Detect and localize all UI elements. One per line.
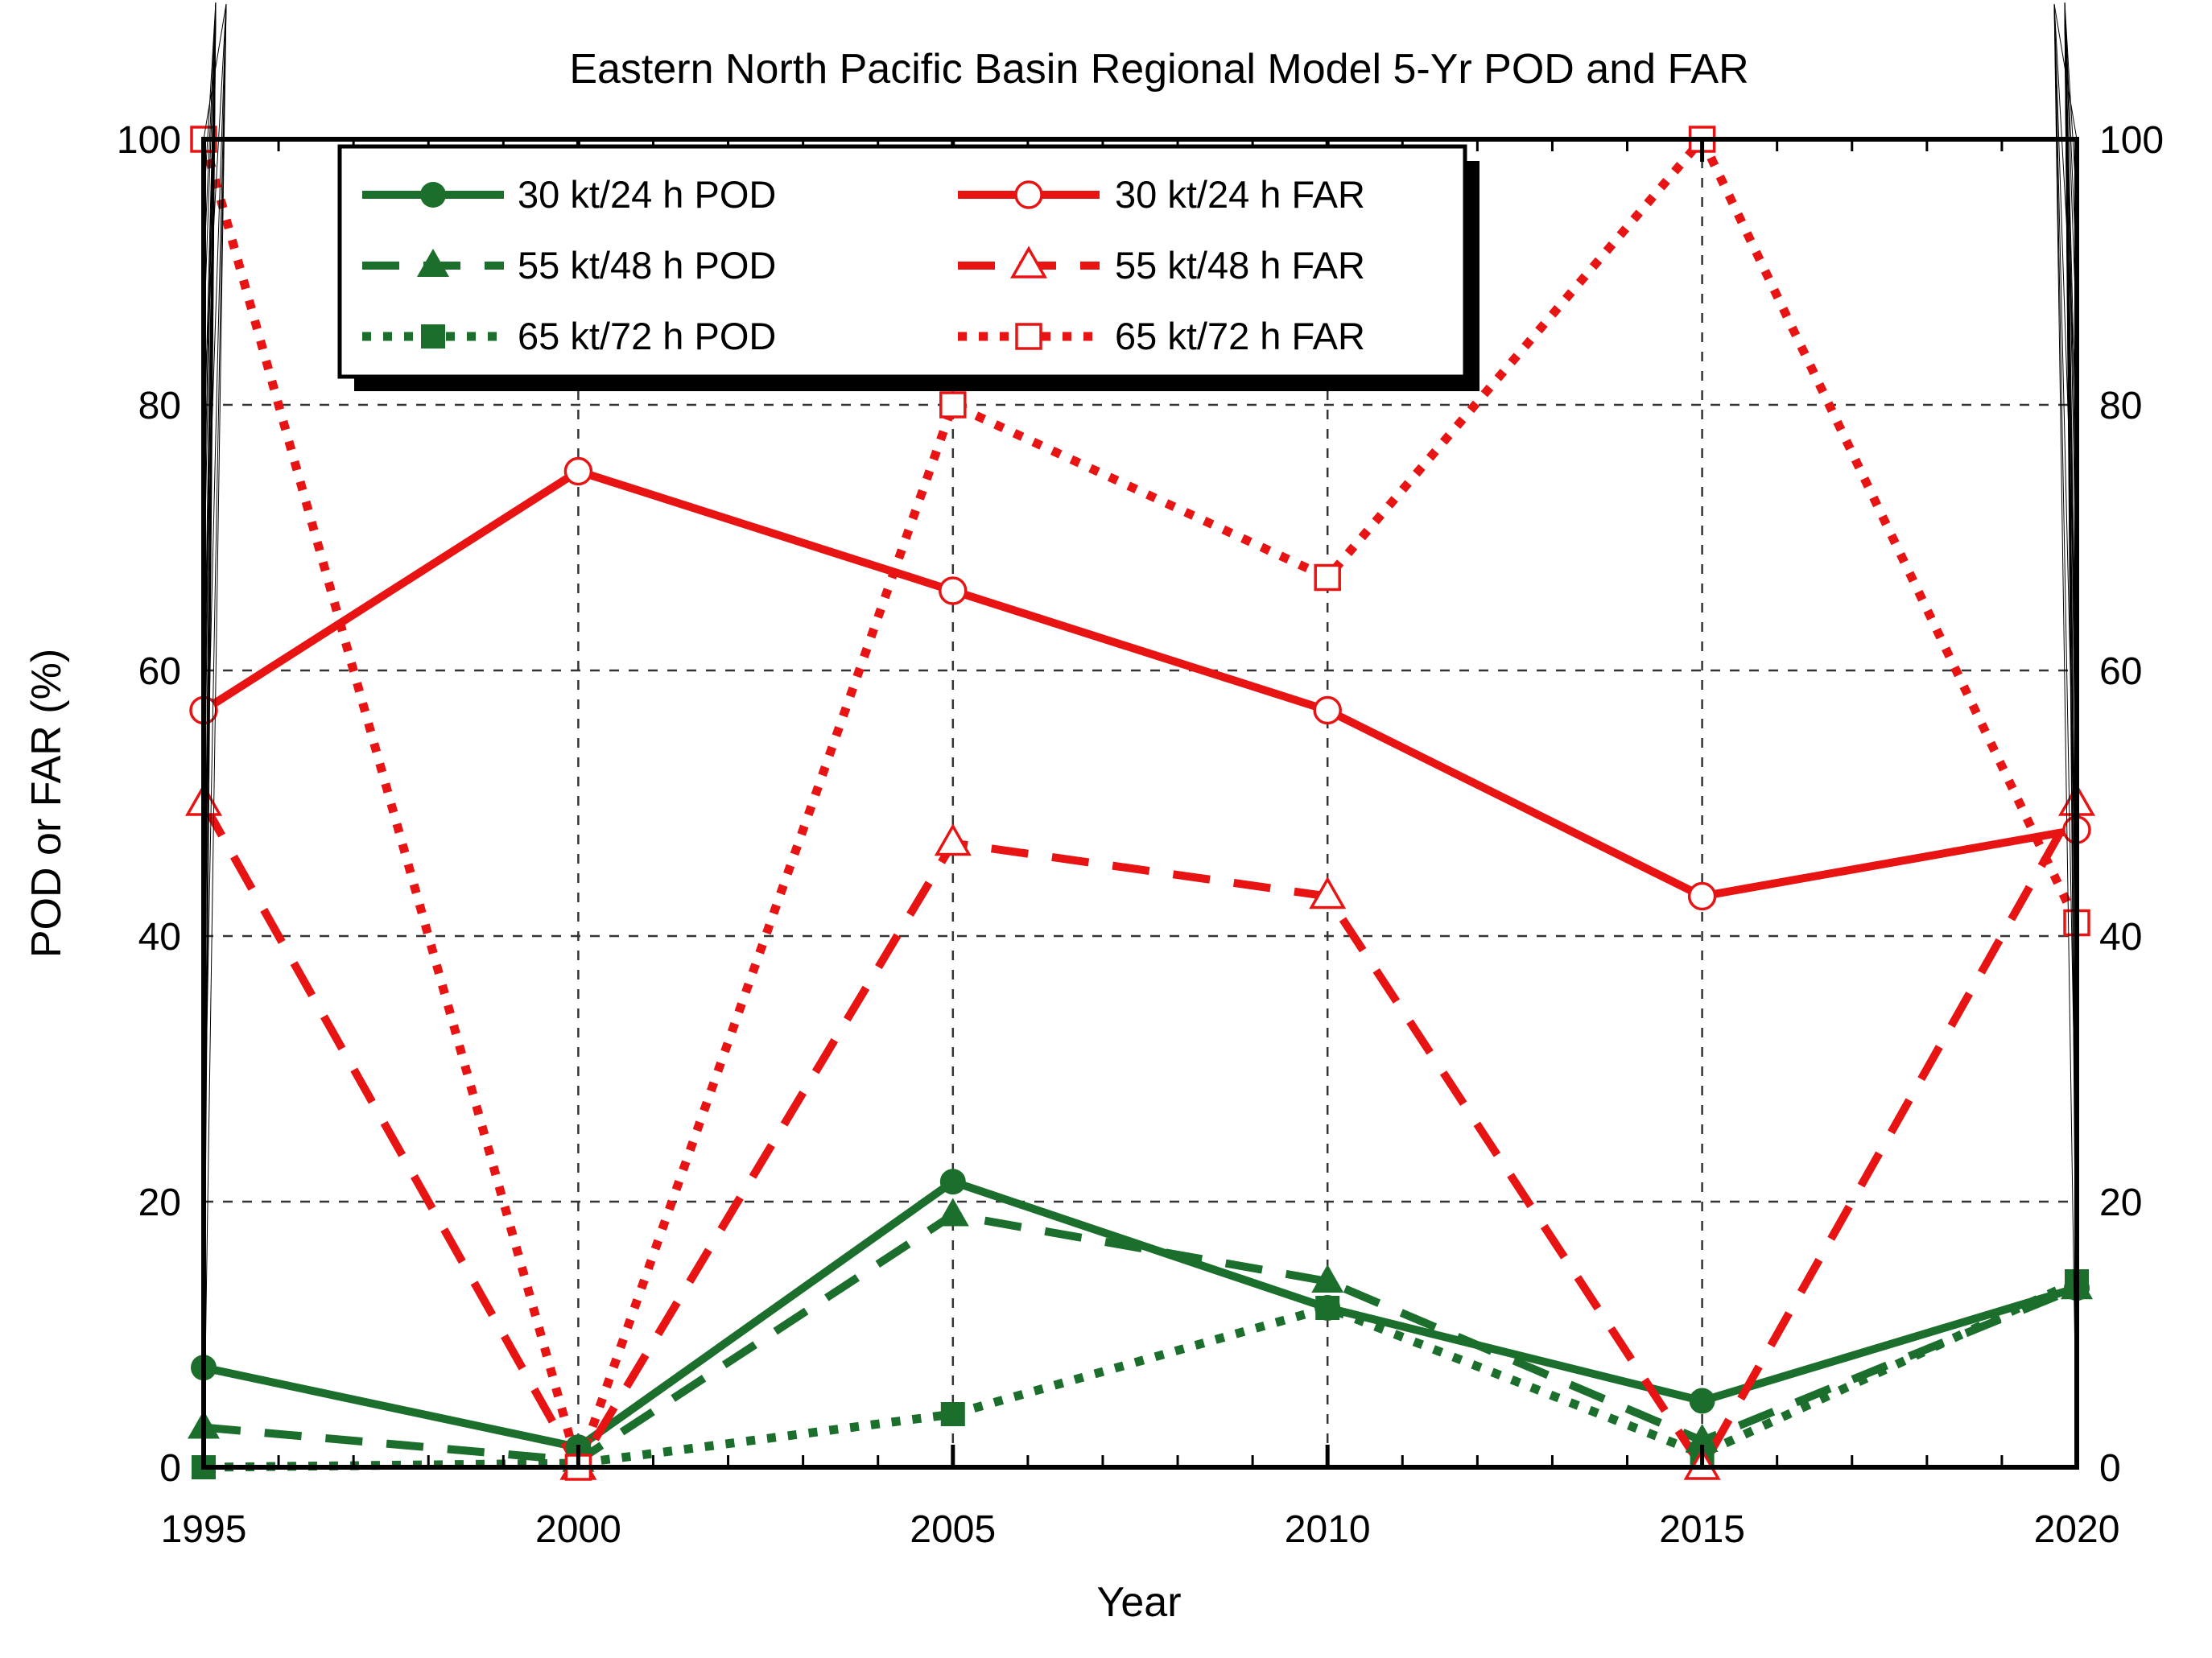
series-line-2 bbox=[203, 1277, 2079, 1472]
series-0-marker-2015 bbox=[1689, 1388, 1715, 1414]
legend-sample-marker-5 bbox=[1015, 323, 1042, 350]
x-tick-label-2005: 2005 bbox=[910, 1508, 996, 1551]
series-line-1 bbox=[203, 1211, 2078, 1465]
legend-label-55kt-far: 55 kt/48 h FAR bbox=[1115, 244, 1365, 287]
gridlines-layer bbox=[204, 139, 2077, 1467]
legend-label-65kt-far: 65 kt/72 h FAR bbox=[1115, 315, 1365, 357]
y-tick-label-right-20: 20 bbox=[2099, 1182, 2142, 1224]
series-5-marker-2005 bbox=[939, 391, 967, 419]
legend-label-65kt-pod: 65 kt/72 h POD bbox=[518, 315, 776, 357]
y-tick-label-left-60: 60 bbox=[138, 650, 181, 693]
chart-title: Eastern North Pacific Basin Regional Mod… bbox=[569, 46, 1748, 93]
x-tick-label-2015: 2015 bbox=[1659, 1508, 1745, 1551]
ticks-layer bbox=[201, 2, 2079, 1468]
legend-box bbox=[337, 144, 1467, 379]
series-4-marker-2010 bbox=[1309, 876, 1347, 909]
y-tick-label-left-40: 40 bbox=[138, 916, 181, 959]
x-tick-label-2000: 2000 bbox=[535, 1508, 621, 1551]
series-line-3 bbox=[201, 467, 2078, 901]
legend-label-30kt-far: 30 kt/24 h FAR bbox=[1115, 173, 1365, 216]
series-3-marker-2000 bbox=[563, 456, 593, 486]
legend-sample-marker-2 bbox=[421, 324, 445, 349]
legend-sample-marker-1 bbox=[417, 249, 449, 277]
series-line-0 bbox=[202, 1177, 2078, 1452]
series-3-marker-2015 bbox=[1687, 881, 1717, 911]
series-5-marker-2010 bbox=[1314, 563, 1341, 592]
legend: 30 kt/24 h POD 55 kt/48 h POD 65 kt/72 h… bbox=[337, 144, 1479, 391]
y-tick-label-right-60: 60 bbox=[2099, 650, 2142, 693]
series-2-marker-2005 bbox=[940, 1402, 965, 1426]
legend-sample-marker-0 bbox=[420, 182, 446, 208]
x-tick-label-1995: 1995 bbox=[161, 1508, 247, 1551]
series-3-marker-2010 bbox=[1313, 695, 1342, 725]
y-tick-label-right-100: 100 bbox=[2099, 119, 2164, 162]
legend-label-30kt-pod: 30 kt/24 h POD bbox=[518, 173, 776, 216]
y-tick-label-right-40: 40 bbox=[2099, 916, 2142, 959]
series-1-marker-2010 bbox=[1311, 1264, 1344, 1293]
legend-label-55kt-pod: 55 kt/48 h POD bbox=[518, 244, 776, 287]
legend-samples-layer bbox=[362, 180, 1100, 350]
series-1-marker-2005 bbox=[936, 1198, 969, 1227]
y-axis-label: POD or FAR (%) bbox=[23, 649, 70, 958]
x-axis-label: Year bbox=[1096, 1579, 1181, 1626]
legend-sample-marker-3 bbox=[1014, 180, 1043, 209]
x-tick-label-2020: 2020 bbox=[2034, 1508, 2120, 1551]
series-0-marker-2005 bbox=[939, 1169, 966, 1195]
series-2-marker-2010 bbox=[1315, 1296, 1340, 1320]
y-tick-label-left-80: 80 bbox=[138, 385, 181, 427]
y-tick-label-left-20: 20 bbox=[138, 1182, 181, 1224]
y-tick-label-left-0: 0 bbox=[159, 1447, 181, 1490]
y-tick-label-right-80: 80 bbox=[2099, 385, 2142, 427]
y-tick-label-right-0: 0 bbox=[2099, 1447, 2121, 1490]
x-tick-label-2010: 2010 bbox=[1285, 1508, 1371, 1551]
series-line-4 bbox=[200, 801, 2081, 1475]
legend-sample-marker-4 bbox=[1009, 245, 1048, 278]
y-tick-label-left-100: 100 bbox=[117, 119, 181, 162]
series-3-marker-2005 bbox=[939, 576, 968, 605]
series-4-marker-2005 bbox=[934, 823, 972, 856]
